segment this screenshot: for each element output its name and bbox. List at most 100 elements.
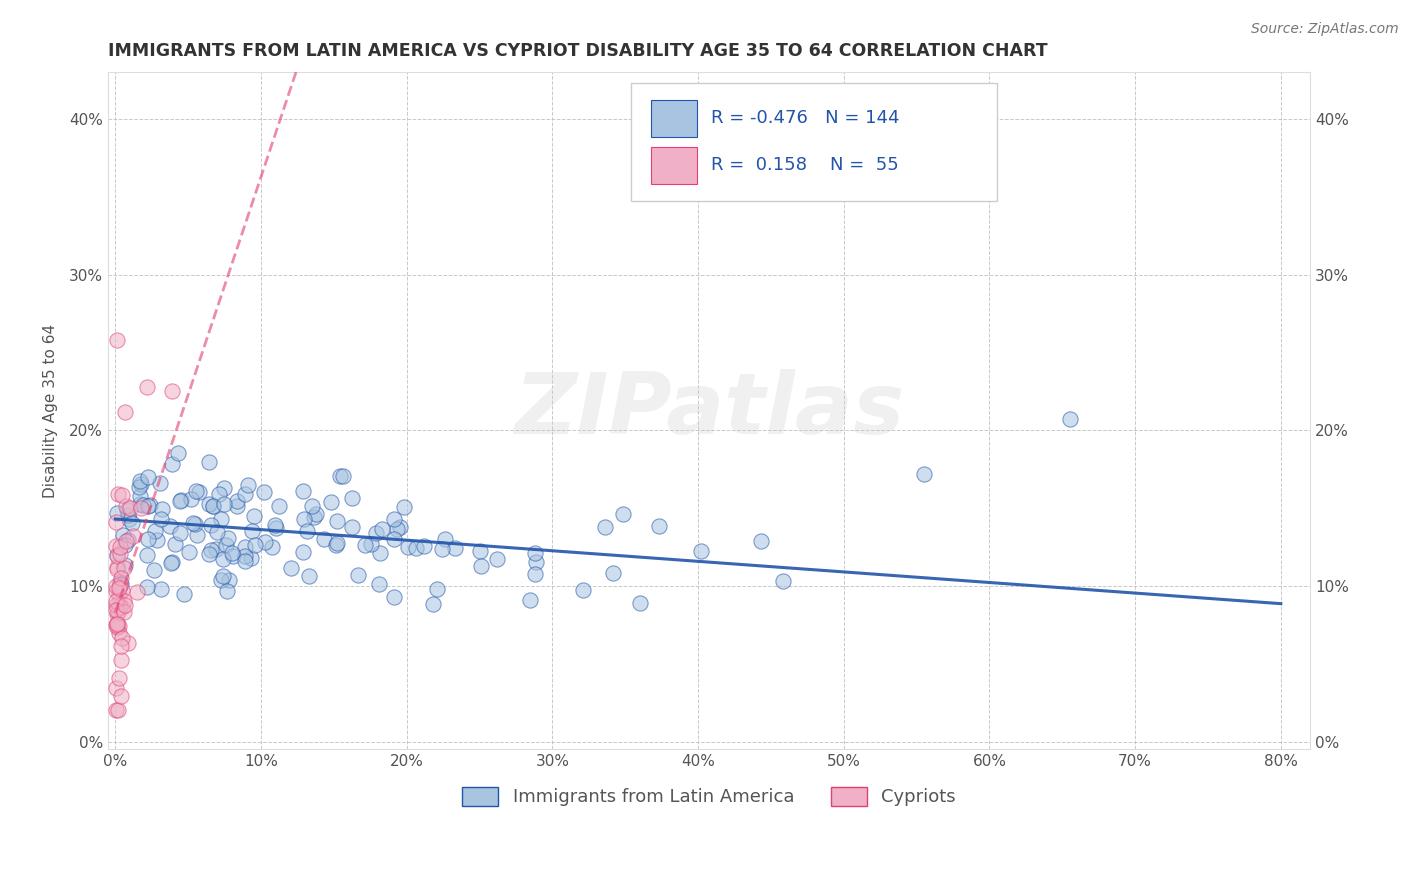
Point bbox=[200, 518, 222, 533]
Point bbox=[239, 550, 262, 565]
Point bbox=[162, 384, 184, 399]
Point bbox=[117, 533, 139, 548]
Point bbox=[382, 512, 405, 526]
Point bbox=[136, 379, 159, 393]
Point bbox=[108, 587, 131, 601]
Point bbox=[444, 541, 467, 556]
Point bbox=[347, 568, 370, 582]
Point bbox=[128, 480, 150, 494]
Point bbox=[104, 681, 127, 696]
Point bbox=[396, 540, 419, 554]
Text: R = -0.476   N = 144: R = -0.476 N = 144 bbox=[711, 109, 900, 128]
Point bbox=[198, 547, 221, 561]
Point bbox=[389, 520, 412, 534]
Point bbox=[180, 491, 202, 506]
Point bbox=[118, 501, 141, 516]
Point bbox=[108, 671, 131, 685]
Point bbox=[110, 488, 132, 502]
Point bbox=[295, 524, 318, 538]
Point bbox=[146, 533, 169, 547]
Point bbox=[105, 617, 128, 632]
Point bbox=[132, 498, 155, 512]
Point bbox=[1059, 412, 1081, 426]
Point bbox=[114, 404, 136, 418]
Point bbox=[264, 521, 287, 535]
Point bbox=[385, 522, 408, 536]
Point bbox=[470, 558, 492, 573]
Point bbox=[105, 539, 128, 553]
Point bbox=[177, 545, 200, 559]
Point bbox=[105, 549, 128, 564]
Point bbox=[136, 500, 159, 514]
Point bbox=[108, 547, 131, 561]
Point bbox=[159, 518, 181, 533]
Point bbox=[105, 506, 128, 520]
Point bbox=[243, 538, 266, 552]
Point bbox=[264, 517, 287, 532]
Point bbox=[523, 546, 546, 560]
Point bbox=[368, 546, 391, 560]
Point bbox=[233, 554, 256, 568]
Point bbox=[212, 481, 235, 495]
Point bbox=[118, 512, 141, 526]
Point bbox=[135, 549, 157, 563]
Point bbox=[218, 573, 240, 587]
Point bbox=[111, 527, 134, 541]
Point bbox=[221, 546, 243, 560]
Point bbox=[524, 555, 547, 569]
FancyBboxPatch shape bbox=[651, 147, 697, 184]
Point bbox=[253, 534, 276, 549]
Point bbox=[122, 529, 145, 543]
Point bbox=[107, 703, 129, 717]
Point bbox=[184, 517, 207, 532]
Point bbox=[163, 537, 186, 551]
Point bbox=[105, 620, 128, 634]
Point bbox=[160, 556, 183, 570]
Point bbox=[262, 540, 284, 554]
Point bbox=[107, 600, 129, 615]
Point bbox=[208, 487, 231, 501]
Point bbox=[108, 619, 131, 633]
Point bbox=[772, 574, 794, 588]
Point bbox=[205, 541, 228, 556]
Point bbox=[371, 522, 394, 536]
Point bbox=[382, 590, 405, 604]
Point bbox=[186, 527, 208, 541]
Point bbox=[107, 626, 129, 640]
Point bbox=[105, 516, 128, 530]
Point bbox=[201, 499, 224, 513]
Point bbox=[360, 537, 382, 551]
Point bbox=[340, 520, 363, 534]
Point bbox=[111, 583, 134, 598]
Point bbox=[912, 467, 935, 481]
Point bbox=[117, 503, 139, 517]
Point bbox=[117, 635, 139, 649]
Point bbox=[169, 525, 191, 540]
Point bbox=[238, 478, 260, 492]
Point bbox=[434, 532, 457, 546]
Y-axis label: Disability Age 35 to 64: Disability Age 35 to 64 bbox=[44, 324, 58, 498]
Point bbox=[110, 690, 132, 704]
Point bbox=[325, 538, 347, 552]
Point bbox=[108, 599, 131, 614]
Point bbox=[430, 542, 453, 557]
Point bbox=[114, 533, 136, 548]
Point bbox=[104, 617, 127, 632]
Text: R =  0.158    N =  55: R = 0.158 N = 55 bbox=[711, 156, 900, 175]
Point bbox=[593, 520, 616, 534]
Point bbox=[326, 514, 349, 528]
Point bbox=[329, 468, 352, 483]
Point bbox=[301, 500, 323, 514]
Point bbox=[612, 507, 634, 521]
Point bbox=[426, 582, 449, 597]
Point bbox=[104, 603, 127, 617]
Point bbox=[519, 593, 541, 607]
Point bbox=[150, 512, 173, 526]
Point bbox=[108, 541, 131, 555]
Point bbox=[468, 544, 491, 558]
Point bbox=[364, 525, 387, 540]
Point bbox=[209, 512, 232, 526]
Point bbox=[302, 509, 325, 524]
Point bbox=[110, 571, 132, 585]
Point bbox=[114, 558, 136, 572]
